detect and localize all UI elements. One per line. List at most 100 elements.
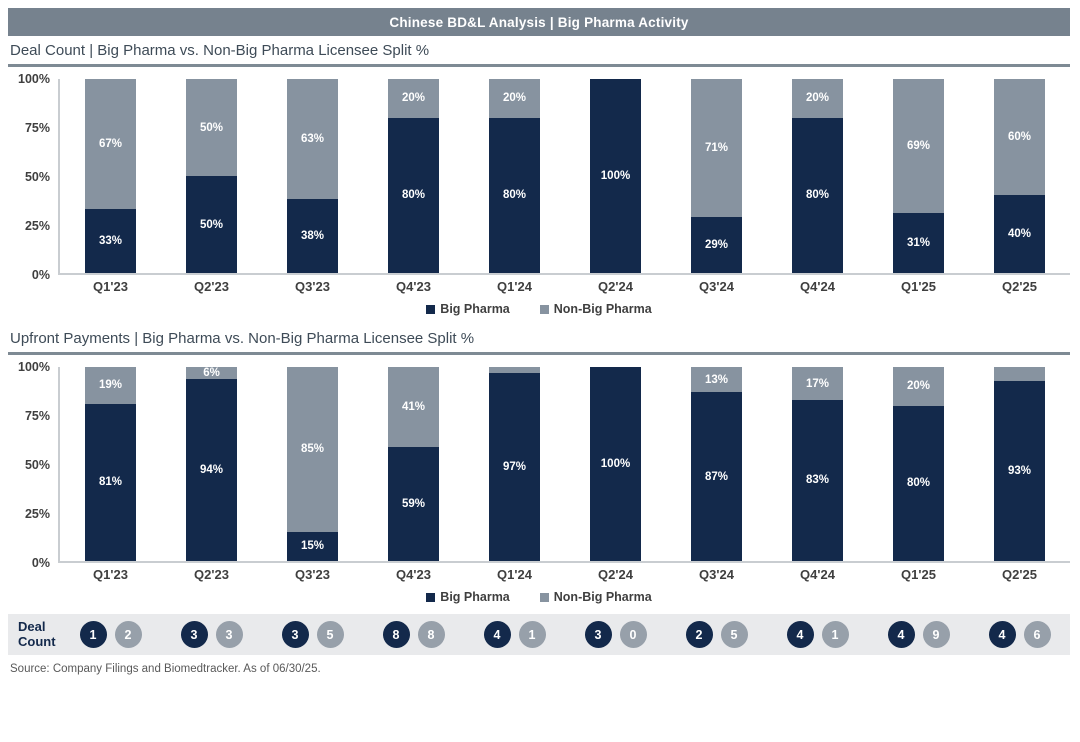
segment-value-label: 17% xyxy=(805,377,830,390)
big-pharma-segment: 80% xyxy=(893,405,944,561)
x-tick-label: Q4'24 xyxy=(800,567,835,582)
y-tick-label: 75% xyxy=(24,409,50,423)
upfront-payments-chart-section: Upfront Payments | Big Pharma vs. Non-Bi… xyxy=(8,330,1070,604)
bar-column: 59% 41% xyxy=(363,367,464,561)
upfront-payments-chart: 0% 25% 50% 75% 100% 81% 19% 94% 6% 15% 85% 59% 41% 9… xyxy=(8,360,1070,604)
x-tick-label: Q1'24 xyxy=(497,567,532,582)
segment-value-label: 71% xyxy=(704,141,729,154)
y-tick-label: 25% xyxy=(24,507,50,521)
bar-column: 93% xyxy=(969,367,1070,561)
legend-label: Non-Big Pharma xyxy=(553,590,652,604)
segment-value-label: 38% xyxy=(300,230,325,243)
non-big-pharma-segment: 20% xyxy=(792,79,843,118)
x-tick-label: Q1'25 xyxy=(901,567,936,582)
plot-area: 81% 19% 94% 6% 15% 85% 59% 41% 97% 100% 87% 13% 83% 1… xyxy=(58,367,1070,563)
stacked-bar: 31% 69% xyxy=(893,79,944,273)
section-rule xyxy=(8,352,1070,355)
non-big-pharma-count-badge: 9 xyxy=(922,621,950,648)
bar-column: 40% 60% xyxy=(969,79,1070,273)
non-big-pharma-segment: 69% xyxy=(893,79,944,213)
stacked-bar: 87% 13% xyxy=(691,367,742,561)
segment-value-label: 69% xyxy=(906,139,931,152)
big-pharma-segment: 31% xyxy=(893,212,944,273)
big-pharma-segment: 80% xyxy=(792,117,843,273)
x-axis: Q1'23 Q2'23 Q3'23 Q4'23 Q1'24 Q2'24 Q3'24 Q4'24… xyxy=(60,567,1070,582)
segment-value-label: 97% xyxy=(502,460,527,473)
segment-value-label: 60% xyxy=(1007,131,1032,144)
y-tick-label: 100% xyxy=(18,360,50,374)
big-pharma-segment: 93% xyxy=(994,380,1045,561)
deal-count-chart-section: Deal Count | Big Pharma vs. Non-Big Phar… xyxy=(8,42,1070,316)
segment-value-label: 6% xyxy=(203,366,220,379)
stacked-bar: 83% 17% xyxy=(792,367,843,561)
segment-value-label: 20% xyxy=(502,92,527,105)
big-pharma-segment: 83% xyxy=(792,399,843,561)
y-tick-label: 0% xyxy=(31,268,50,282)
deal-count-chart-title: Deal Count | Big Pharma vs. Non-Big Phar… xyxy=(10,42,430,59)
segment-value-label: 20% xyxy=(906,380,931,393)
y-tick-label: 50% xyxy=(24,458,50,472)
big-pharma-count-badge: 3 xyxy=(180,621,208,648)
non-big-pharma-segment: 13% xyxy=(691,367,742,393)
segment-value-label: 80% xyxy=(502,189,527,202)
stacked-bar: 15% 85% xyxy=(287,367,338,561)
segment-value-label: 19% xyxy=(98,379,123,392)
segment-value-label: 29% xyxy=(704,238,729,251)
non-big-pharma-count-badge: 2 xyxy=(114,621,142,648)
stacked-bar: 80% 20% xyxy=(792,79,843,273)
stacked-bar: 81% 19% xyxy=(85,367,136,561)
bar-column: 15% 85% xyxy=(262,367,363,561)
x-tick-label: Q2'25 xyxy=(1002,279,1037,294)
segment-value-label: 100% xyxy=(600,170,631,182)
bar-column: 80% 20% xyxy=(767,79,868,273)
segment-value-label: 67% xyxy=(98,138,123,150)
x-tick-label: Q4'23 xyxy=(396,279,431,294)
big-pharma-segment: 29% xyxy=(691,216,742,273)
bar-column: 100% xyxy=(565,79,666,273)
legend-item: Big Pharma xyxy=(426,302,510,316)
x-tick-label: Q2'23 xyxy=(194,279,229,294)
legend-item: Big Pharma xyxy=(426,590,510,604)
big-pharma-segment: 97% xyxy=(489,372,540,561)
segment-value-label: 80% xyxy=(805,189,830,202)
y-tick-label: 0% xyxy=(31,556,50,570)
upfront-payments-chart-title: Upfront Payments | Big Pharma vs. Non-Bi… xyxy=(10,330,475,347)
x-tick-label: Q1'24 xyxy=(497,279,532,294)
legend-item: Non-Big Pharma xyxy=(539,590,652,604)
big-pharma-segment: 40% xyxy=(994,195,1045,273)
legend-label: Non-Big Pharma xyxy=(553,302,652,316)
non-big-pharma-count-badge: 3 xyxy=(215,621,243,648)
segment-value-label: 94% xyxy=(199,463,224,476)
bar-column: 80% 20% xyxy=(464,79,565,273)
bar-column: 97% xyxy=(464,367,565,561)
big-pharma-count-badge: 4 xyxy=(786,621,814,648)
stacked-bar: 80% 20% xyxy=(489,79,540,273)
y-tick-label: 100% xyxy=(18,72,50,86)
x-tick-label: Q3'24 xyxy=(699,567,734,582)
non-big-pharma-count-badge: 1 xyxy=(518,621,546,648)
big-pharma-count-badge: 4 xyxy=(887,621,915,648)
segment-value-label: 80% xyxy=(401,189,426,202)
source-note: Source: Company Filings and Biomedtracke… xyxy=(10,663,321,675)
big-pharma-segment: 87% xyxy=(691,392,742,561)
non-big-pharma-segment xyxy=(994,367,1045,381)
non-big-pharma-segment: 6% xyxy=(186,367,237,379)
big-pharma-segment: 59% xyxy=(388,446,439,561)
legend-marker xyxy=(539,304,549,314)
big-pharma-count-badge: 4 xyxy=(988,621,1016,648)
big-pharma-count-badge: 3 xyxy=(281,621,309,648)
bar-column: 31% 69% xyxy=(868,79,969,273)
bar-column: 80% 20% xyxy=(868,367,969,561)
y-tick-label: 25% xyxy=(24,219,50,233)
big-pharma-count-badge: 2 xyxy=(685,621,713,648)
x-tick-label: Q2'25 xyxy=(1002,567,1037,582)
x-tick-label: Q3'24 xyxy=(699,279,734,294)
report-title: Chinese BD&L Analysis | Big Pharma Activ… xyxy=(389,14,689,30)
big-pharma-count-badge: 1 xyxy=(79,621,107,648)
